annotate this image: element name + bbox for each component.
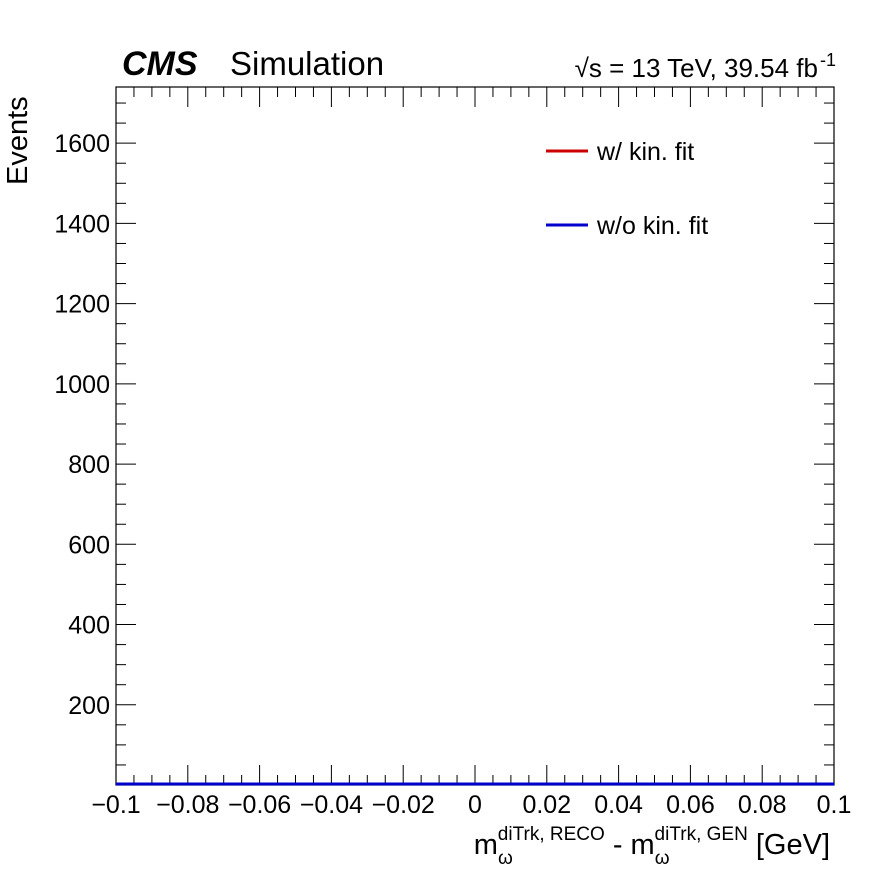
y-axis-title: Events <box>2 96 34 185</box>
y-tick-label: 400 <box>68 612 110 640</box>
x-tick-label: 0 <box>468 791 482 819</box>
y-tick-label: 200 <box>68 692 110 720</box>
y-tick-label: 1600 <box>54 130 110 158</box>
y-tick-label: 600 <box>68 531 110 559</box>
y-tick-label: 1200 <box>54 291 110 319</box>
x-title-sup1: diTrk, RECO <box>498 824 605 845</box>
x-tick-labels: −0.1 −0.08 −0.06 −0.04 −0.02 0 0.02 0.04 0.06 0.0… <box>91 791 851 819</box>
x-title-sub2: ω <box>655 848 670 869</box>
x-tick-label: −0.1 <box>91 791 140 819</box>
x-title-unit: [GeV] <box>748 829 830 861</box>
experiment-label: CMS <box>122 45 198 83</box>
lumi-exponent: -1 <box>820 50 836 70</box>
status-label: Simulation <box>230 45 384 82</box>
x-tick-label: 0.08 <box>738 791 787 819</box>
x-title-sup2: diTrk, GEN <box>655 824 748 845</box>
x-title-mid: - m <box>605 829 655 861</box>
x-tick-label: 0.04 <box>594 791 643 819</box>
x-title-base: m <box>474 829 498 861</box>
y-tick-label: 1000 <box>54 371 110 399</box>
x-tick-label: −0.06 <box>228 791 291 819</box>
axis-ticks <box>115 87 835 785</box>
x-tick-label: 0.02 <box>522 791 571 819</box>
x-tick-label: −0.04 <box>300 791 363 819</box>
x-title-sub1: ω <box>498 848 513 869</box>
legend: w/ kin. fit w/o kin. fit <box>546 138 708 240</box>
plot-frame <box>115 86 835 786</box>
energy-lumi-label: √s = 13 TeV, 39.54 fb <box>575 53 818 83</box>
y-tick-label: 1400 <box>54 210 110 238</box>
x-axis-title: mωdiTrk, RECO - mωdiTrk, GEN [GeV] <box>474 824 830 869</box>
legend-label-w-kin-fit: w/ kin. fit <box>596 138 694 166</box>
x-tick-label: −0.02 <box>372 791 435 819</box>
x-tick-label: 0.1 <box>817 791 852 819</box>
legend-label-wo-kin-fit: w/o kin. fit <box>596 212 708 240</box>
y-tick-labels: 200 400 600 800 1000 1200 1400 1600 <box>54 130 110 720</box>
x-tick-label: 0.06 <box>666 791 715 819</box>
y-tick-label: 800 <box>68 451 110 479</box>
x-tick-label: −0.08 <box>156 791 219 819</box>
